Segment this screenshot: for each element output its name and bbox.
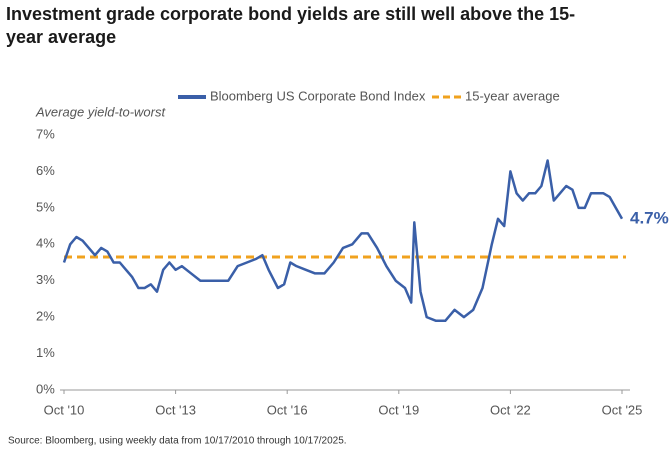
x-tick-label: Oct '25 [602, 402, 643, 417]
legend-label: Bloomberg US Corporate Bond Index [210, 88, 426, 103]
y-tick-label: 3% [36, 272, 55, 287]
x-tick-label: Oct '10 [44, 402, 85, 417]
x-tick-label: Oct '22 [490, 402, 531, 417]
legend-label: 15-year average [465, 88, 560, 103]
y-tick-label: 7% [36, 126, 55, 141]
x-tick-label: Oct '16 [267, 402, 308, 417]
y-tick-label: 6% [36, 163, 55, 178]
data-line [62, 159, 624, 323]
x-tick-label: Oct '13 [155, 402, 196, 417]
y-tick-label: 0% [36, 381, 55, 396]
y-tick-label: 4% [36, 236, 55, 251]
y-axis-label: Average yield-to-worst [35, 104, 166, 119]
y-tick-label: 1% [36, 345, 55, 360]
source: Source: Bloomberg, using weekly data fro… [8, 436, 347, 447]
y-tick-label: 5% [36, 199, 55, 214]
x-tick-label: Oct '19 [378, 402, 419, 417]
y-tick-label: 2% [36, 309, 55, 324]
chart-title: Investment grade corporate bond yields a… [6, 4, 576, 47]
value-label: 4.7% [630, 208, 669, 227]
